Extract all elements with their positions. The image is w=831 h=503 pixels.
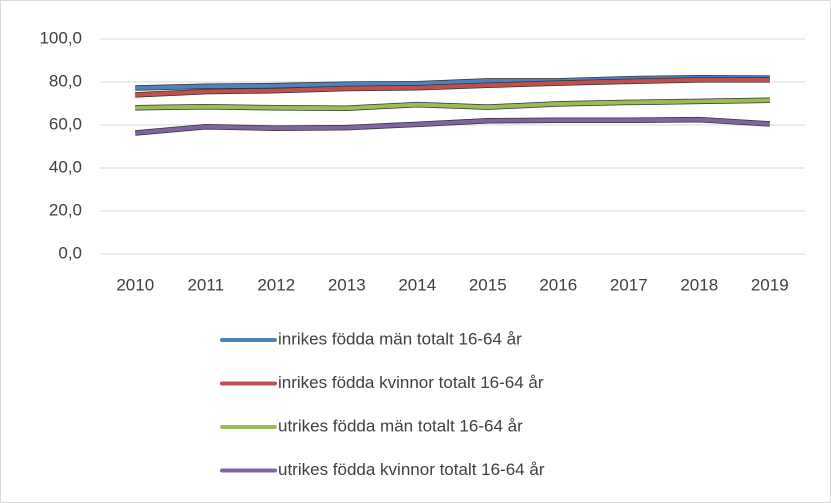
y-tick-label: 20,0 <box>49 200 82 219</box>
x-tick-label: 2012 <box>257 275 295 294</box>
x-tick-label: 2015 <box>469 275 507 294</box>
legend-label: inrikes födda män totalt 16-64 år <box>278 329 522 348</box>
x-tick-label: 2011 <box>187 275 224 294</box>
y-tick-label: 0,0 <box>58 243 82 262</box>
legend-label: utrikes födda män totalt 16-64 år <box>278 416 523 435</box>
x-tick-label: 2017 <box>610 275 648 294</box>
series-line <box>135 117 770 135</box>
x-tick-label: 2014 <box>398 275 436 294</box>
series-line <box>135 98 770 111</box>
legend-label: utrikes födda kvinnor totalt 16-64 år <box>278 460 545 479</box>
y-tick-label: 60,0 <box>49 114 82 133</box>
x-tick-label: 2013 <box>328 275 366 294</box>
y-tick-label: 40,0 <box>49 157 82 176</box>
x-tick-label: 2016 <box>539 275 577 294</box>
legend-label: inrikes födda kvinnor totalt 16-64 år <box>278 373 544 392</box>
x-tick-label: 2010 <box>116 275 154 294</box>
series-line <box>135 77 770 97</box>
x-tick-label: 2019 <box>751 275 789 294</box>
y-tick-label: 100,0 <box>39 28 82 47</box>
x-tick-label: 2018 <box>680 275 718 294</box>
y-tick-label: 80,0 <box>49 71 82 90</box>
